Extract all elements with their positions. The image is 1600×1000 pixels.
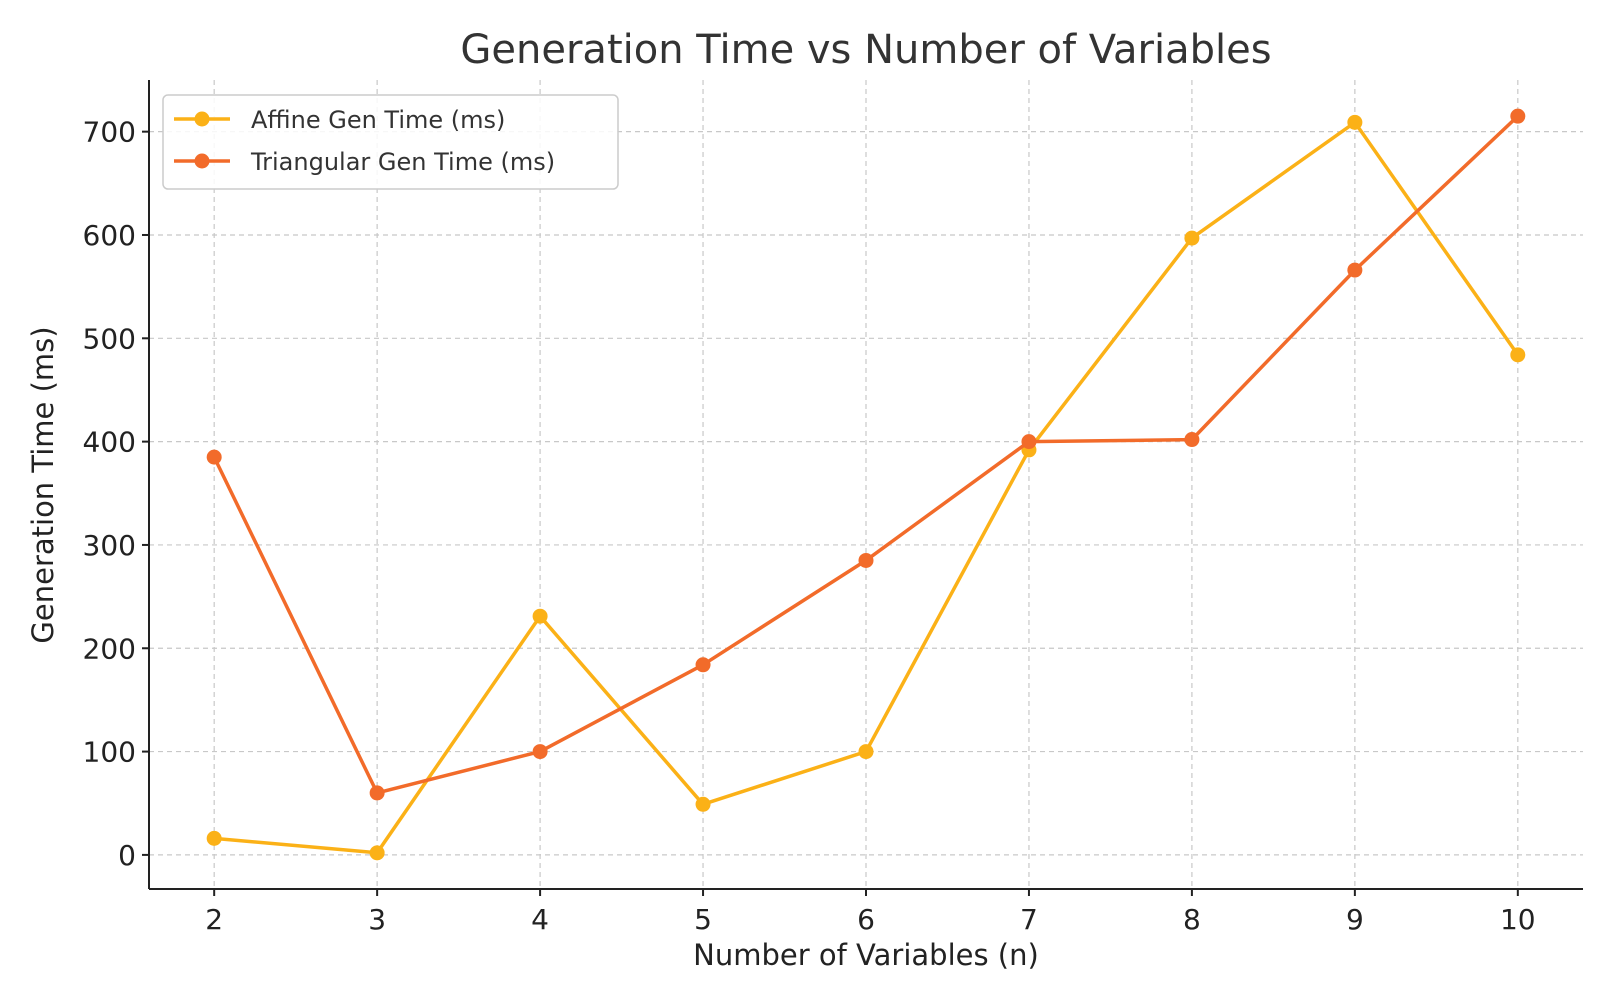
y-axis-label: Generation Time (ms) bbox=[26, 326, 60, 643]
x-tick-label: 2 bbox=[205, 903, 223, 936]
x-tick-label: 7 bbox=[1020, 903, 1038, 936]
x-tick-label: 4 bbox=[531, 903, 549, 936]
x-tick-label: 5 bbox=[694, 903, 712, 936]
y-tick-label: 200 bbox=[83, 632, 136, 665]
x-tick-label: 9 bbox=[1346, 903, 1364, 936]
legend-item: Affine Gen Time (ms) bbox=[174, 106, 505, 134]
y-tick-label: 500 bbox=[83, 322, 136, 355]
data-point bbox=[206, 449, 222, 465]
y-tick-label: 0 bbox=[118, 839, 136, 872]
legend-box bbox=[162, 94, 619, 190]
x-tick-label: 8 bbox=[1183, 903, 1201, 936]
data-point bbox=[1347, 262, 1363, 278]
data-point bbox=[369, 845, 385, 861]
legend: Affine Gen Time (ms) Triangular Gen Time … bbox=[162, 94, 619, 190]
data-point bbox=[1347, 114, 1363, 130]
y-tick-label: 400 bbox=[83, 426, 136, 459]
legend-item: Triangular Gen Time (ms) bbox=[174, 148, 555, 176]
y-tick-label: 300 bbox=[83, 529, 136, 562]
series-group bbox=[206, 108, 1526, 861]
x-tick-label: 3 bbox=[368, 903, 386, 936]
data-point bbox=[1510, 108, 1526, 124]
data-point bbox=[1184, 230, 1200, 246]
legend-label: Affine Gen Time (ms) bbox=[251, 106, 505, 134]
x-tick-label: 6 bbox=[857, 903, 875, 936]
data-point bbox=[1510, 347, 1526, 363]
data-point bbox=[532, 744, 548, 760]
x-tick-label: 10 bbox=[1500, 903, 1536, 936]
x-axis-label: Number of Variables (n) bbox=[693, 938, 1039, 972]
y-tick-label: 600 bbox=[83, 219, 136, 252]
data-point bbox=[532, 608, 548, 624]
data-point bbox=[1021, 434, 1037, 450]
chart-title: Generation Time vs Number of Variables bbox=[460, 27, 1271, 73]
data-point bbox=[1184, 432, 1200, 448]
legend-marker bbox=[194, 111, 210, 127]
legend-label: Triangular Gen Time (ms) bbox=[250, 148, 555, 176]
data-point bbox=[858, 744, 874, 760]
data-point bbox=[369, 785, 385, 801]
data-point bbox=[695, 796, 711, 812]
series-2 bbox=[206, 108, 1526, 801]
y-tick-label: 700 bbox=[83, 116, 136, 149]
y-tick-label: 100 bbox=[83, 736, 136, 769]
data-point bbox=[206, 830, 222, 846]
legend-marker bbox=[194, 153, 210, 169]
data-point bbox=[695, 657, 711, 673]
data-point bbox=[858, 552, 874, 568]
